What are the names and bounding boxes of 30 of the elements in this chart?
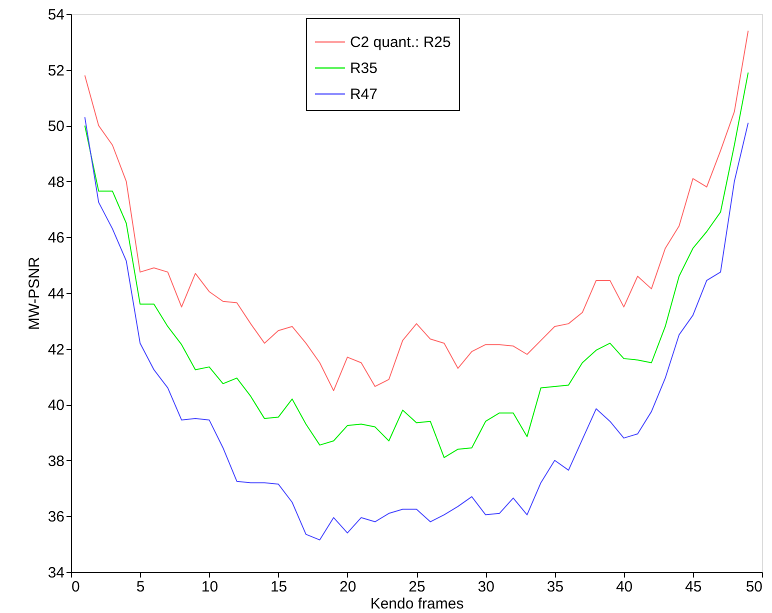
x-tick-label: 30 [478,578,494,596]
legend-label: C2 quant.: R25 [350,34,451,51]
x-tick-label: 40 [616,578,633,596]
y-tick-label: 44 [48,286,64,302]
y-tick-label: 54 [48,6,64,24]
x-tick-label: 35 [546,578,564,596]
x-tick-label: 25 [408,578,426,596]
x-tick-label: 10 [201,578,218,596]
x-tick-label: 50 [746,578,762,596]
y-tick-label: 42 [48,341,64,358]
y-tick-label: 48 [48,174,64,191]
x-tick-label: 15 [270,578,288,596]
line-series [84,116,749,540]
x-tick-label: 45 [685,578,702,596]
x-tick-label: 20 [340,578,356,596]
line-series [84,30,749,392]
y-tick-label: 36 [48,508,64,526]
y-tick-label: 46 [48,230,64,247]
y-axis-title: MW-PSNR [26,256,43,330]
x-tick-label: 0 [72,578,80,596]
y-tick-label: 40 [48,397,64,414]
y-tick-label: 50 [48,118,64,136]
line-series [84,72,749,458]
x-tick-label: 5 [136,578,145,596]
legend-label: R35 [350,60,378,77]
x-axis-title: Kendo frames [370,596,464,612]
legend-label: R47 [350,86,378,103]
y-tick-label: 34 [48,564,64,582]
y-tick-label: 52 [48,62,64,80]
y-tick-label: 38 [48,452,64,470]
